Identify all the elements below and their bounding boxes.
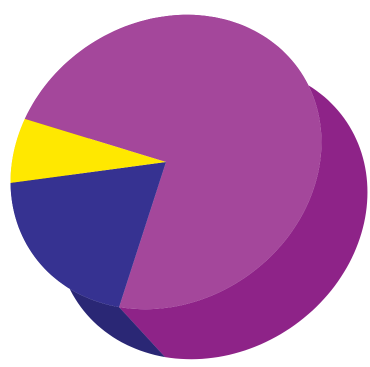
pie-slice-3 xyxy=(10,118,166,183)
pie-top-faces xyxy=(10,14,322,310)
pie-slice-1 xyxy=(24,14,322,310)
pie-slice-2 xyxy=(10,162,166,308)
